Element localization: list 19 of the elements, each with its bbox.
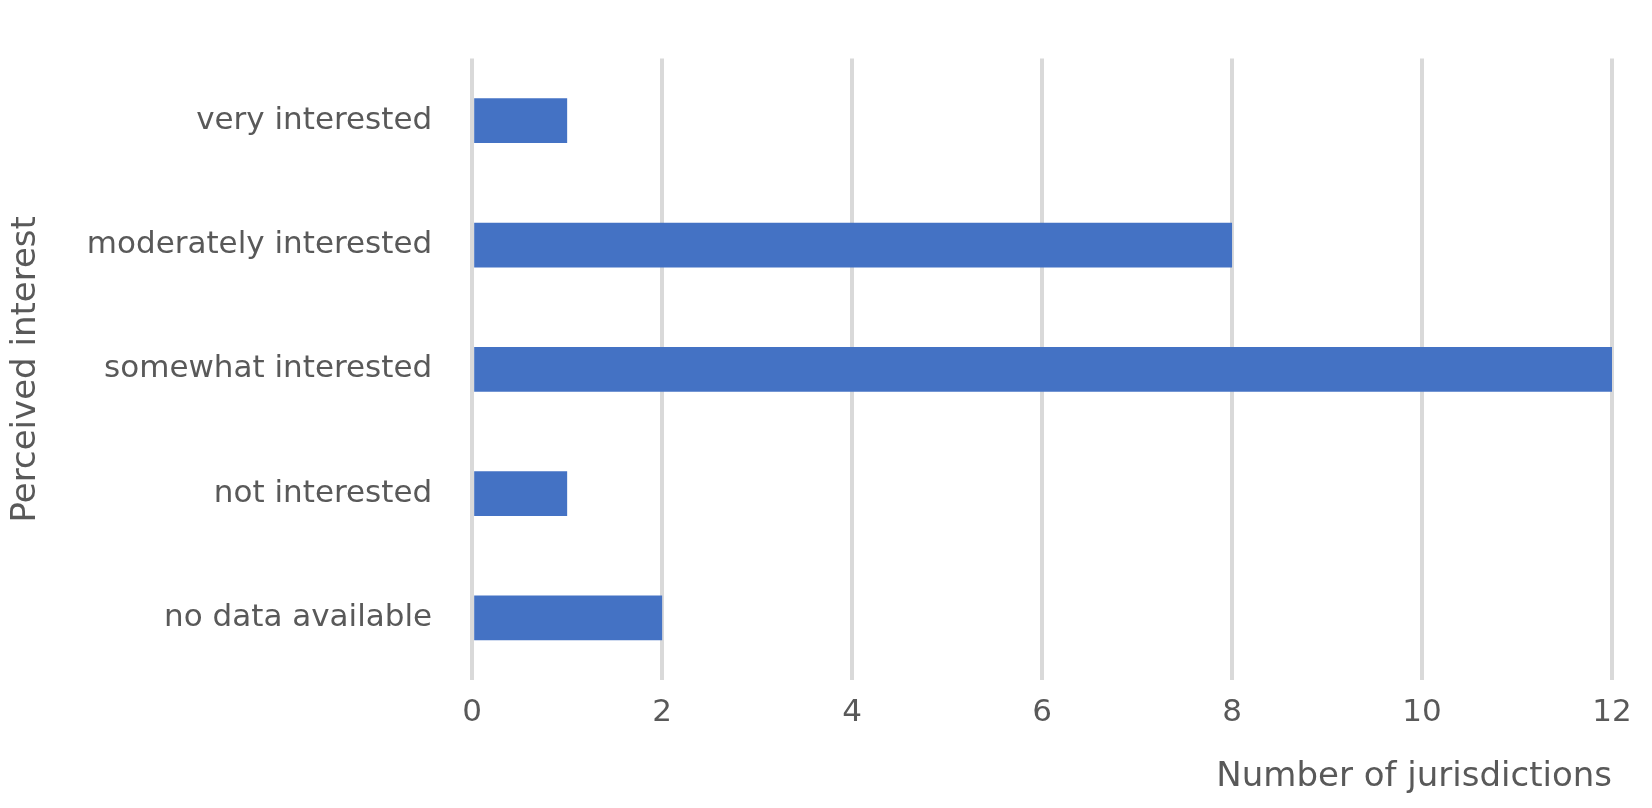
bar — [474, 346, 1612, 392]
x-tick-label: 10 — [1402, 691, 1442, 728]
x-tick-label: 8 — [1222, 691, 1242, 728]
bar — [474, 98, 568, 144]
y-axis-title: Perceived interest — [3, 216, 44, 523]
y-tick-label: no data available — [164, 596, 433, 633]
bar — [474, 222, 1233, 268]
x-tick-label: 0 — [462, 691, 483, 728]
x-tick-label: 12 — [1592, 691, 1632, 728]
y-tick-label: somewhat interested — [104, 348, 433, 385]
bar — [474, 595, 663, 641]
x-axis-title: Number of jurisdictions — [1216, 754, 1612, 795]
y-tick-label: not interested — [213, 472, 433, 509]
bar — [474, 471, 568, 516]
x-tick-label: 4 — [842, 691, 862, 728]
x-tick-label: 2 — [652, 691, 673, 728]
x-tick-label: 6 — [1032, 691, 1052, 728]
y-tick-label: moderately interested — [86, 224, 433, 261]
y-tick-label: very interested — [196, 99, 433, 136]
